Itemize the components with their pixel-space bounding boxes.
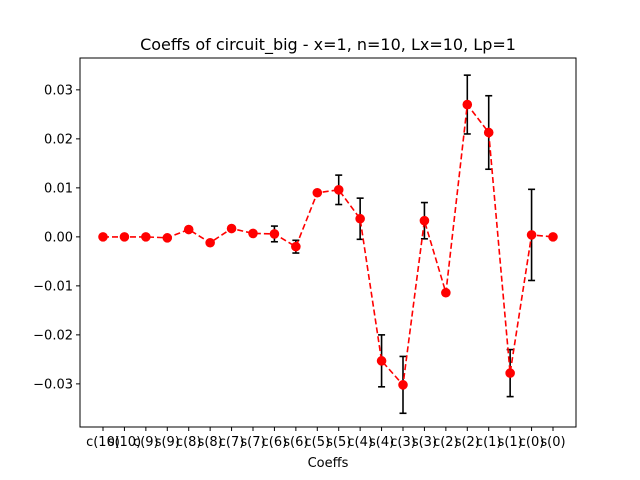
x-tick-label: s(5) <box>326 435 351 450</box>
x-tick-label: s(10) <box>108 435 141 450</box>
plot-area: −0.03 −0.02 −0.01 0.00 0.01 0.02 0.03 c(10)s(10… <box>33 74 566 450</box>
y-tick-label: 0.02 <box>44 132 73 147</box>
x-tick-label: s(3) <box>412 435 437 450</box>
data-point <box>269 229 280 239</box>
plot-frame <box>79 57 577 428</box>
x-tick-label: s(2) <box>455 435 480 450</box>
x-tick-label: c(8) <box>176 435 202 450</box>
data-point <box>462 99 473 110</box>
y-tick-label: −0.02 <box>33 328 73 343</box>
x-tick-label: c(0) <box>519 435 545 450</box>
x-tick-label: c(4) <box>347 435 373 450</box>
series-line <box>103 102 554 387</box>
x-tick-label: c(2) <box>433 435 459 450</box>
x-tick-label: c(7) <box>219 435 245 450</box>
x-tick-label: c(10) <box>86 435 120 450</box>
data-point <box>526 230 537 240</box>
x-tick-label: c(5) <box>305 435 331 450</box>
chart-title: Coeffs of circuit_big - x=1, n=10, Lx=10… <box>140 35 516 55</box>
data-point <box>548 232 558 242</box>
data-point <box>98 232 108 242</box>
data-point <box>376 356 387 366</box>
data-point <box>333 185 344 195</box>
x-tick-label: s(9) <box>155 435 180 450</box>
data-point <box>483 127 494 138</box>
x-axis-label: Coeffs <box>308 456 349 471</box>
data-point <box>505 368 515 378</box>
data-point <box>419 215 430 226</box>
data-point <box>312 187 323 198</box>
data-point <box>205 237 215 248</box>
x-tick-label: s(0) <box>540 435 565 450</box>
x-tick-label: c(6) <box>262 435 288 450</box>
x-tick-label: s(8) <box>198 435 223 450</box>
y-tick-label: 0.01 <box>44 181 73 196</box>
data-point <box>398 380 408 390</box>
y-tick-label: −0.01 <box>33 279 73 294</box>
data-point <box>441 287 451 298</box>
x-tick-label: c(3) <box>390 435 416 450</box>
x-tick-label: s(4) <box>369 435 394 450</box>
data-point <box>291 241 301 252</box>
data-point <box>119 232 130 242</box>
data-point <box>355 213 365 224</box>
data-point <box>162 233 173 243</box>
data-point <box>183 224 194 235</box>
x-tick-label: s(6) <box>283 435 308 450</box>
y-tick-label: 0.00 <box>44 230 73 245</box>
x-tick-label: s(7) <box>240 435 265 450</box>
data-point <box>226 223 237 234</box>
y-tick-label: −0.03 <box>33 377 73 392</box>
x-tick-label: s(1) <box>498 435 523 450</box>
x-tick-label: c(1) <box>476 435 502 450</box>
data-point <box>141 232 151 242</box>
y-tick-label: 0.03 <box>44 83 73 98</box>
data-point <box>248 228 258 239</box>
x-tick-label: c(9) <box>133 435 159 450</box>
